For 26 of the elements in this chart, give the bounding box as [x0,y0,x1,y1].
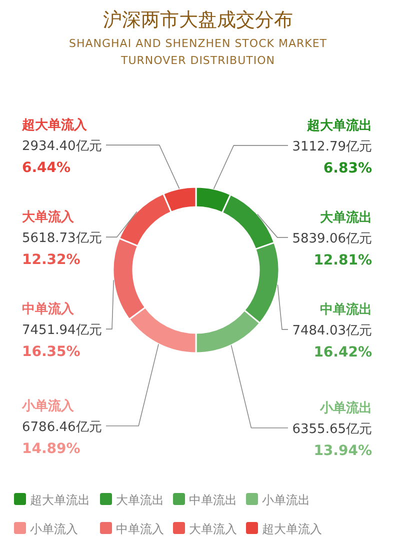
slice-label: 中单流入 [22,301,75,318]
data-label: 2934.40亿元 6.44% [22,139,102,176]
data-label: 3112.79亿元 6.83% [292,139,372,176]
slice-label: 大单流出 [320,209,372,226]
legend-label: 小单流入 [30,522,78,536]
data-label: 7451.94亿元 16.35% [22,323,102,360]
data-label: 6786.46亿元 14.89% [22,420,102,457]
slice-label: 小单流入 [21,398,75,414]
legend-label: 中单流出 [189,493,237,507]
data-label: 5618.73亿元 12.32% [22,231,102,268]
legend-label: 超大单流出 [30,493,90,507]
slice-label: 超大单流出 [306,117,372,134]
chart-title: 沪深两市大盘成交分布 [103,9,293,31]
legend-label: 大单流出 [116,493,164,507]
legend-label: 中单流入 [116,522,164,536]
chart-subtitle: SHANGHAI AND SHENZHEN STOCK MARKET TURNOVER DISTRIBUTION [69,37,327,67]
data-label: 5839.06亿元 12.81% [292,231,372,268]
legend-label: 小单流出 [262,493,310,507]
slice-label: 大单流入 [22,209,75,226]
data-label: 7484.03亿元 16.42% [292,323,372,360]
slice-label: 超大单流入 [21,117,88,134]
legend-label: 大单流入 [189,522,237,536]
data-label: 6355.65亿元 13.94% [292,422,372,459]
slice-label: 小单流出 [319,400,372,416]
slice-label: 中单流出 [320,301,372,318]
legend-label: 超大单流入 [262,522,322,536]
